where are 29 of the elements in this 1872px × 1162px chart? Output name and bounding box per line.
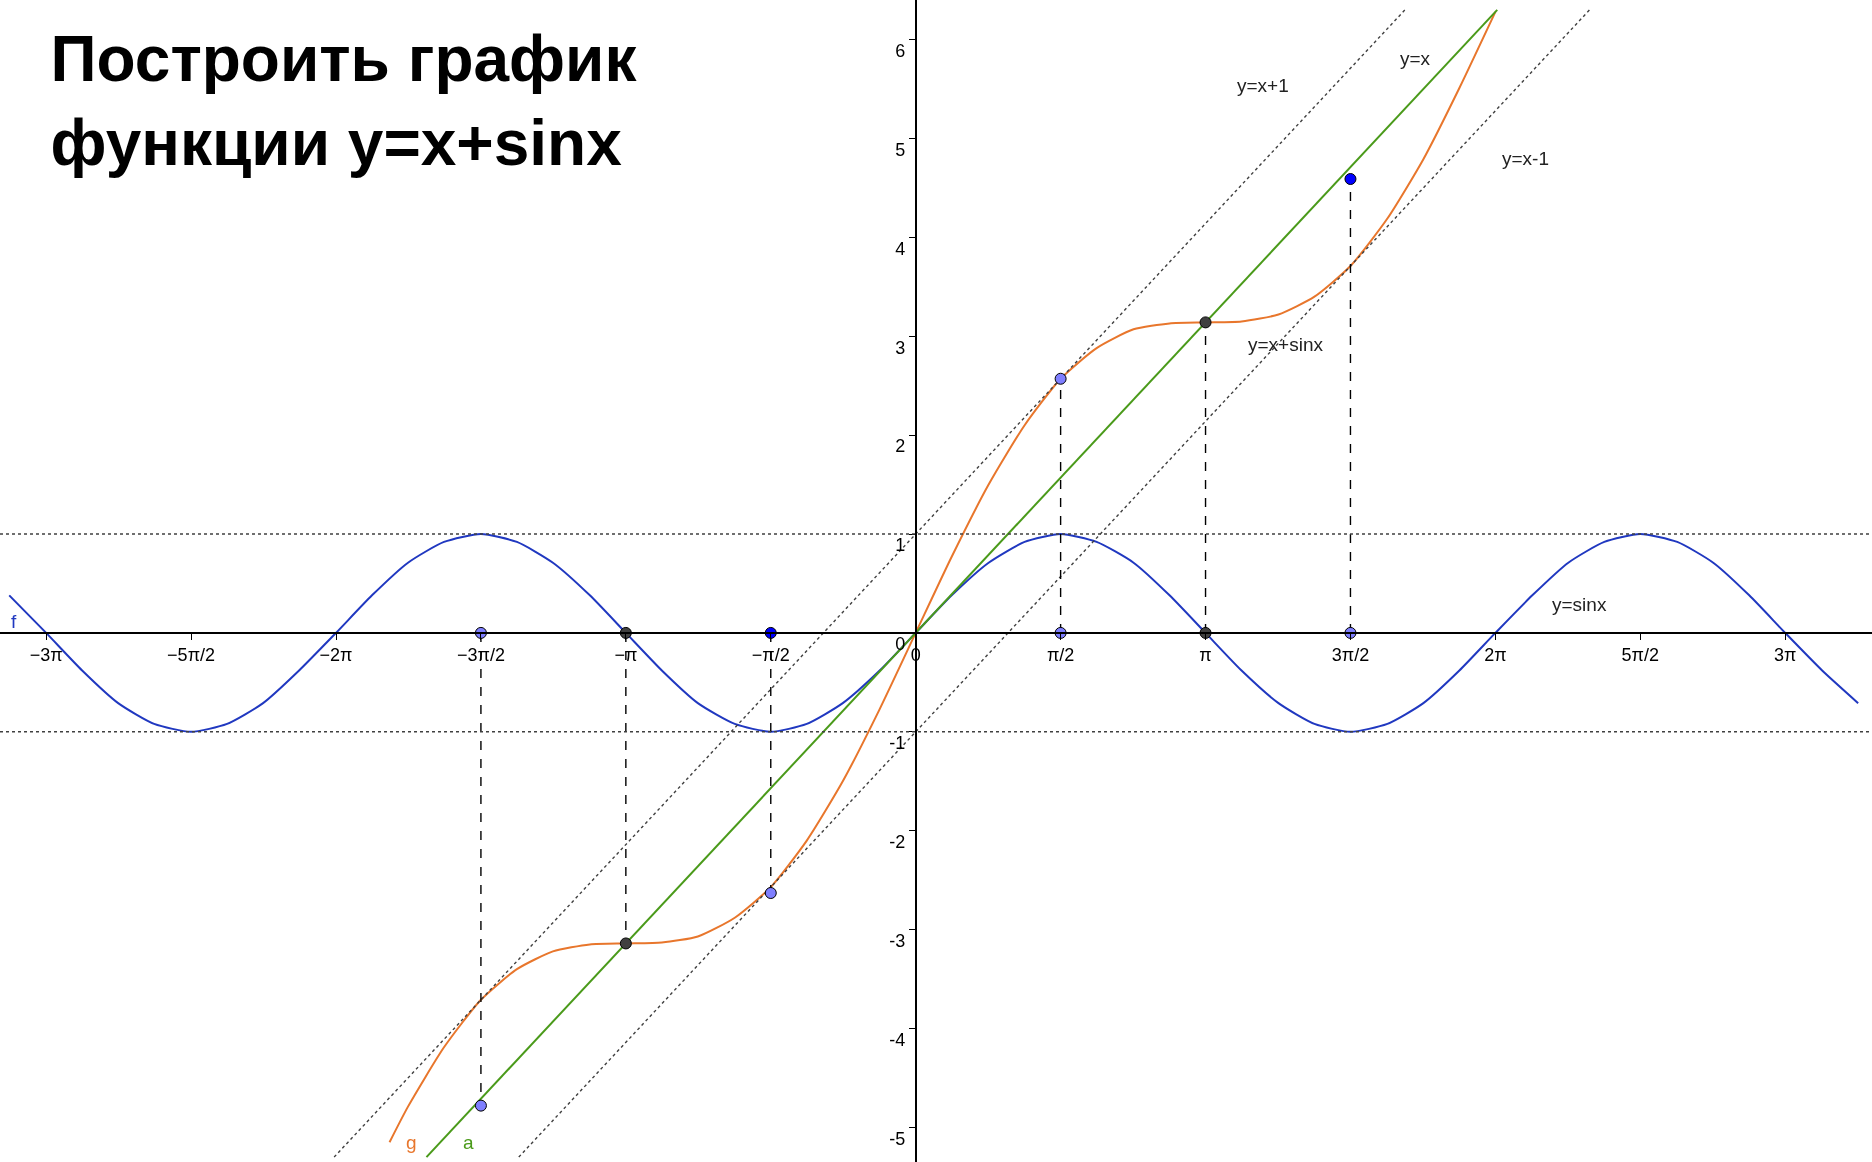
y-tick-label: -1 (889, 733, 906, 754)
y-tick-label: -3 (889, 930, 906, 951)
x-tick-label: −3π (29, 645, 63, 666)
y-tick-label: 1 (895, 535, 906, 556)
x-tick-label: −5π/2 (167, 645, 216, 666)
x-tick-label: −2π (319, 645, 353, 666)
annotation: y=x-1 (1502, 148, 1549, 169)
y-tick-label: 2 (895, 436, 906, 457)
annotation: y=x (1400, 48, 1431, 69)
x-tick-label: 5π/2 (1621, 645, 1660, 666)
y-tick-label: 3 (895, 337, 906, 358)
annotation: g (406, 1132, 417, 1153)
y-tick-label: 4 (895, 238, 906, 259)
x-tick-label: 3π/2 (1331, 645, 1370, 666)
annotation: y=x+sinx (1248, 334, 1324, 355)
annotation: a (463, 1132, 474, 1153)
y-tick-label: 6 (895, 40, 906, 61)
x-tick-label: 2π (1484, 645, 1507, 666)
y-tick-label: -5 (889, 1128, 906, 1149)
x-tick-label: π/2 (1046, 645, 1075, 666)
annotation: y=sinx (1552, 594, 1607, 615)
y-tick-label: -4 (889, 1029, 906, 1050)
x-tick-label: π (1199, 645, 1212, 666)
text: Построить график функции y=x+sinx (50, 23, 638, 179)
y-tick-label: 5 (895, 139, 906, 160)
y-tick-label: -2 (889, 832, 906, 853)
annotation: y=x+1 (1237, 75, 1289, 96)
annotation: f (11, 611, 17, 632)
x-tick-label: 3π (1774, 645, 1797, 666)
